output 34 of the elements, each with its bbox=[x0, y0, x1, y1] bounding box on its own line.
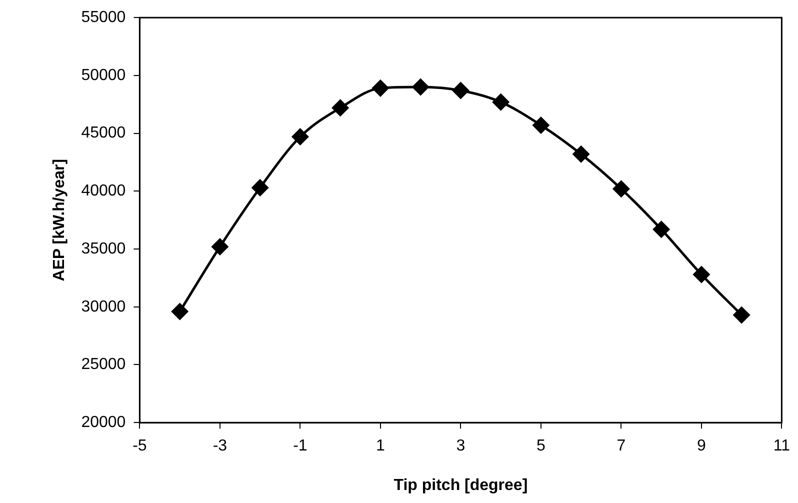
point bbox=[693, 266, 710, 283]
x-tick-label: -5 bbox=[132, 438, 147, 455]
point bbox=[492, 94, 510, 110]
y-tick-label: 40000 bbox=[81, 182, 126, 200]
y-tick-label: 50000 bbox=[81, 66, 126, 84]
x-tick-label: 5 bbox=[536, 438, 546, 455]
x-tick-label: -3 bbox=[212, 438, 228, 455]
y-tick-label: 45000 bbox=[81, 124, 126, 142]
y-tick-label: 35000 bbox=[81, 240, 126, 258]
y-axis-title: AEP [kW.h/year] bbox=[51, 158, 68, 282]
y-tick-label: 30000 bbox=[81, 298, 126, 316]
x-tick-label: 11 bbox=[773, 438, 790, 455]
point bbox=[612, 180, 630, 198]
y-tick-label: 25000 bbox=[81, 356, 126, 374]
y-tick-label: 55000 bbox=[81, 9, 126, 26]
point bbox=[653, 221, 670, 238]
point bbox=[332, 100, 349, 116]
point bbox=[452, 82, 469, 99]
x-tick-label: 7 bbox=[616, 438, 626, 455]
point bbox=[572, 146, 590, 162]
point bbox=[212, 238, 228, 255]
point bbox=[372, 80, 389, 96]
x-tick-label: 3 bbox=[456, 438, 466, 455]
point bbox=[532, 116, 550, 134]
x-tick-label: 1 bbox=[376, 438, 385, 455]
x-tick-label: -1 bbox=[293, 438, 308, 455]
x-axis-title: Tip pitch [degree] bbox=[394, 476, 528, 494]
y-tick-label: 20000 bbox=[81, 414, 126, 432]
x-tick-label: 9 bbox=[696, 438, 706, 455]
point bbox=[292, 128, 308, 146]
point bbox=[172, 303, 188, 320]
point bbox=[252, 179, 268, 196]
point bbox=[412, 78, 429, 96]
point bbox=[733, 306, 750, 324]
